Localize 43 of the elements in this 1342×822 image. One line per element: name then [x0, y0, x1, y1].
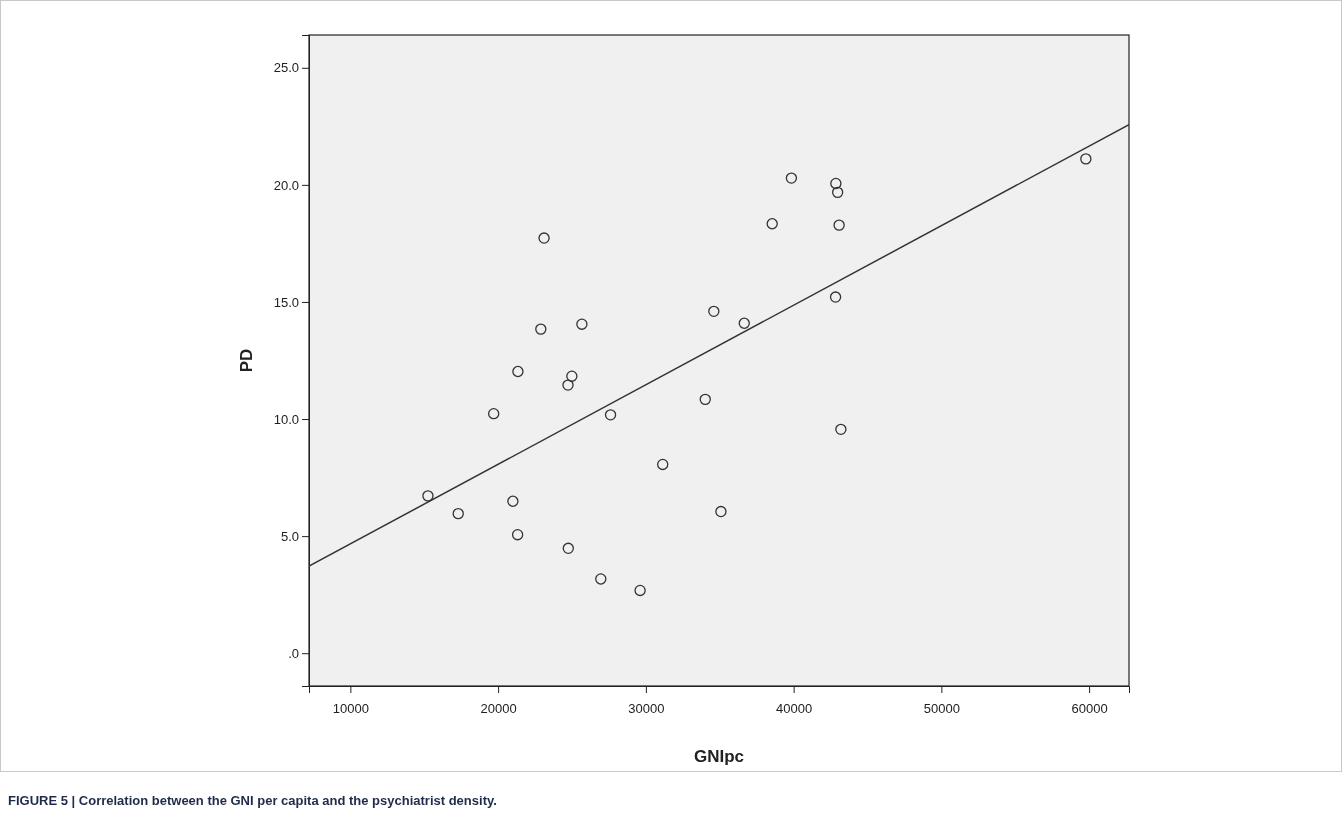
y-axis-title: PD: [237, 348, 256, 373]
y-tick-label: 10.0: [273, 411, 299, 427]
point: [512, 365, 524, 378]
point: [835, 423, 847, 436]
point: [833, 219, 845, 231]
point: [511, 529, 524, 541]
point: [595, 573, 607, 585]
y-tick-label: 25.0: [273, 60, 299, 76]
point: [535, 323, 547, 335]
point: [422, 490, 434, 502]
point: [829, 291, 842, 303]
point: [562, 542, 574, 554]
point: [738, 317, 750, 329]
point: [576, 318, 588, 330]
y-tick-label: 5.0: [280, 528, 299, 544]
point: [830, 177, 842, 190]
point: [487, 407, 500, 420]
point: [538, 232, 550, 244]
y-tick-label: .0: [288, 645, 299, 661]
point: [766, 218, 778, 230]
x-tick-label: 30000: [628, 700, 665, 716]
x-tick-label: 60000: [1071, 700, 1108, 716]
y-tick-label: 20.0: [273, 177, 299, 193]
point: [708, 305, 720, 318]
caption: FIGURE 5 | Correlation between the GNI per capita and the psychiatrist density.: [8, 793, 497, 808]
x-axis-title: GNIpc: [693, 747, 745, 766]
point: [657, 458, 669, 471]
point: [831, 186, 844, 199]
x-tick-label: 40000: [776, 700, 813, 716]
point: [1080, 153, 1092, 165]
point: [507, 495, 519, 507]
point: [699, 393, 711, 406]
y-tick-label: 15.0: [273, 294, 299, 310]
x-tick-label: 20000: [480, 700, 517, 716]
point: [715, 505, 727, 518]
point: [785, 172, 798, 184]
x-tick-label: 10000: [332, 700, 369, 716]
point: [452, 507, 464, 520]
point: [562, 379, 574, 391]
x-tick-label: 50000: [923, 700, 960, 716]
point: [566, 370, 578, 382]
point: [634, 584, 646, 597]
point: [604, 409, 617, 421]
